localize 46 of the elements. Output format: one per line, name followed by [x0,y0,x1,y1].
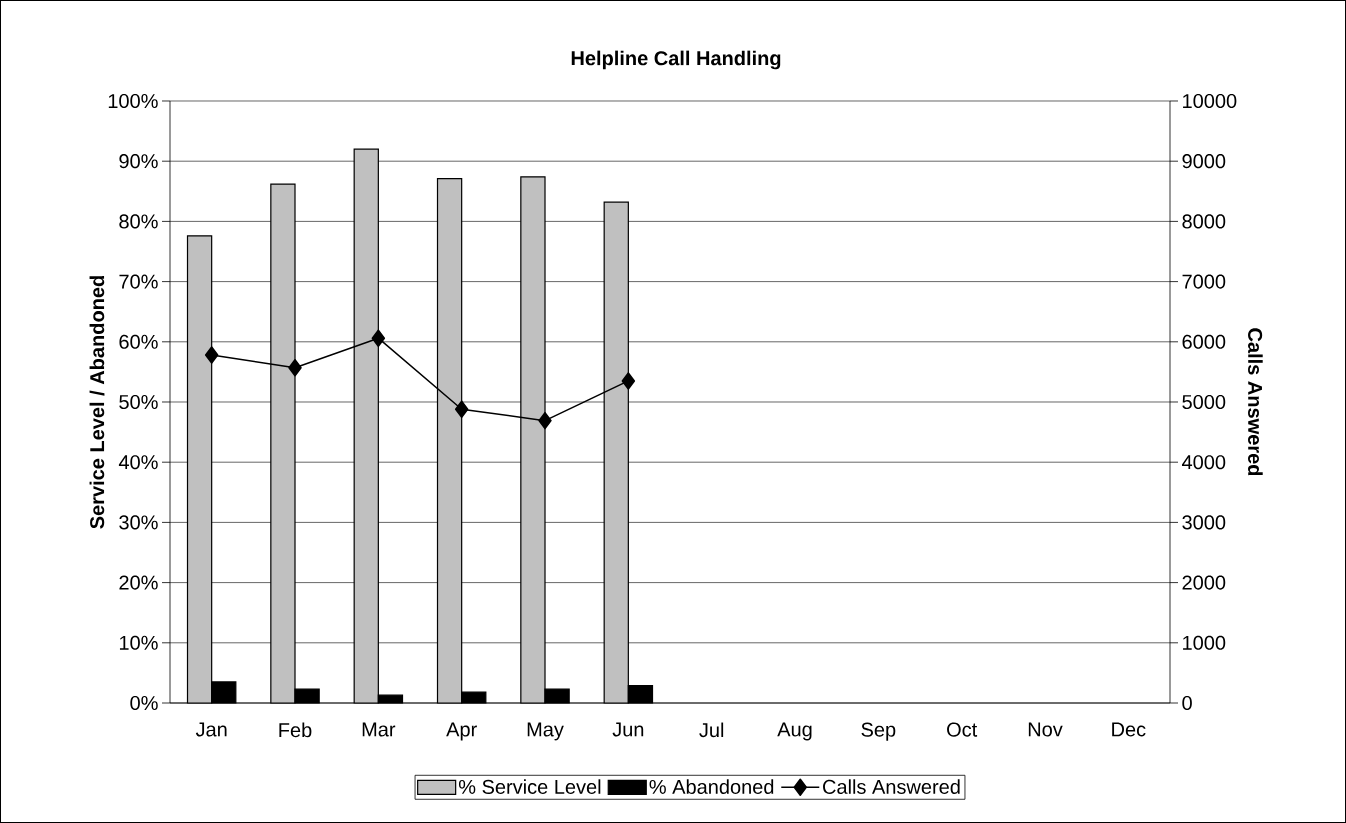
x-tick-label: May [527,722,564,741]
point [288,358,302,377]
x-tick-label: Mar [362,722,396,737]
x-tick-label: Nov [1028,722,1063,737]
point [371,329,386,347]
x-tick-label: Feb [279,722,312,738]
y2-axis-title: Calls Answered [1248,328,1263,476]
point [454,400,469,418]
x-tick-label: Oct [947,722,978,737]
y2-tick-label: 4000 [1182,455,1226,470]
x-tick-label: Jul [699,722,724,738]
x-tick-label: Dec [1112,722,1146,737]
y-tick-label: 40% [118,455,158,470]
legend-label: % Service Level [458,779,601,794]
y-tick-label: 70% [119,274,158,289]
y-tick-label: 100% [108,93,158,109]
y2-tick-label: 8000 [1182,214,1226,229]
point [621,372,636,390]
y2-tick-label: 0 [1182,695,1192,711]
x-tick-label: Apr [446,722,477,741]
y2-tick-label: 7000 [1182,274,1226,289]
point [204,346,219,364]
y2-tick-label: 10000 [1183,93,1237,109]
x-tick-label: Aug [777,722,812,741]
chart-title: Helpline Call Handling [571,50,781,70]
point [538,411,552,430]
y-tick-label: 80% [119,214,158,229]
y-tick-label: 10% [119,635,158,650]
y2-tick-label: 5000 [1182,394,1226,410]
y-tick-label: 0% [130,695,158,711]
y-tick-label: 50% [119,394,158,410]
y-axis-title: Service Level / Abandoned [89,276,105,529]
y2-tick-label: 9000 [1182,154,1226,169]
y2-tick-label: 6000 [1182,334,1226,349]
y-tick-label: 20% [119,575,158,590]
y2-tick-label: 3000 [1182,515,1226,530]
legend-label: % Abandoned [649,779,774,794]
x-tick-label: Sep [861,722,896,741]
legend-label: Calls Answered [823,779,960,794]
y-tick-label: 30% [119,515,158,530]
y-tick-label: 60% [119,334,158,349]
y2-tick-label: 2000 [1182,575,1226,590]
x-tick-label: Jan [195,722,227,737]
y2-tick-label: 1000 [1183,635,1226,650]
y-tick-label: 90% [119,154,158,169]
x-tick-label: Jun [612,722,644,737]
